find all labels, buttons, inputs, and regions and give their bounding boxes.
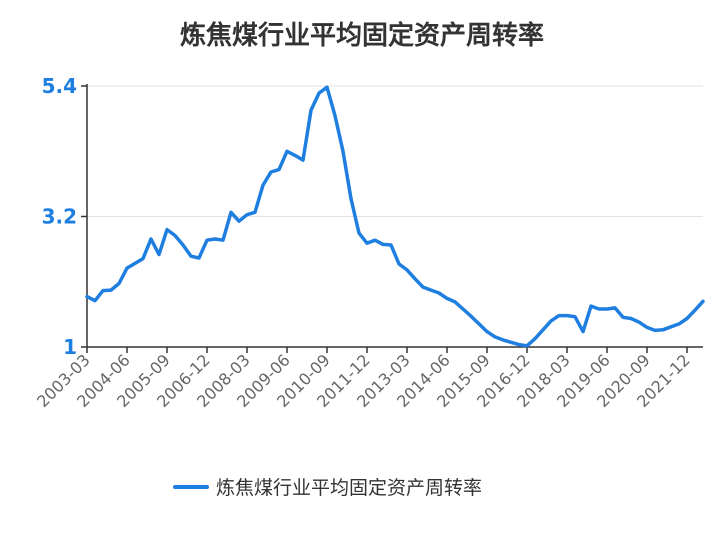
data-point[interactable] — [348, 196, 354, 202]
data-point[interactable] — [276, 167, 282, 173]
y-tick-label: 1 — [63, 335, 77, 359]
data-point[interactable] — [596, 306, 602, 312]
data-point[interactable] — [380, 241, 386, 247]
data-point[interactable] — [436, 290, 442, 296]
data-point[interactable] — [524, 343, 530, 349]
data-point[interactable] — [356, 230, 362, 236]
data-point[interactable] — [628, 316, 634, 322]
data-point[interactable] — [156, 251, 162, 257]
data-point[interactable] — [332, 113, 338, 119]
series-group — [84, 84, 706, 349]
data-point[interactable] — [508, 339, 514, 345]
y-tick-label: 5.4 — [42, 74, 77, 98]
data-point[interactable] — [84, 294, 90, 300]
data-point[interactable] — [428, 287, 434, 293]
data-point[interactable] — [388, 242, 394, 248]
data-point[interactable] — [308, 107, 314, 113]
data-point[interactable] — [228, 209, 234, 215]
data-point[interactable] — [564, 313, 570, 319]
data-point[interactable] — [580, 329, 586, 335]
series-line[interactable] — [85, 85, 705, 348]
data-point[interactable] — [404, 267, 410, 273]
data-point[interactable] — [612, 305, 618, 311]
data-point[interactable] — [172, 232, 178, 238]
data-point[interactable] — [212, 236, 218, 242]
data-point[interactable] — [684, 316, 690, 322]
data-point[interactable] — [300, 157, 306, 163]
data-point[interactable] — [516, 342, 522, 348]
data-point[interactable] — [500, 337, 506, 343]
data-point[interactable] — [484, 329, 490, 335]
data-point[interactable] — [340, 148, 346, 154]
data-point[interactable] — [180, 242, 186, 248]
data-point[interactable] — [100, 288, 106, 294]
data-point[interactable] — [668, 324, 674, 330]
axes — [86, 84, 703, 348]
data-point[interactable] — [420, 284, 426, 290]
data-point[interactable] — [412, 276, 418, 282]
data-point[interactable] — [548, 318, 554, 324]
data-point[interactable] — [372, 237, 378, 243]
data-point[interactable] — [604, 306, 610, 312]
data-point[interactable] — [532, 336, 538, 342]
data-point[interactable] — [452, 299, 458, 305]
data-point[interactable] — [652, 327, 658, 333]
data-point[interactable] — [204, 237, 210, 243]
data-point[interactable] — [260, 182, 266, 188]
data-point[interactable] — [572, 314, 578, 320]
data-point[interactable] — [188, 253, 194, 259]
data-point[interactable] — [132, 260, 138, 266]
data-point[interactable] — [220, 237, 226, 243]
data-point[interactable] — [140, 256, 146, 262]
data-point[interactable] — [252, 209, 258, 215]
data-point[interactable] — [148, 236, 154, 242]
data-point[interactable] — [324, 84, 330, 90]
data-point[interactable] — [364, 240, 370, 246]
chart-title: 炼焦煤行业平均固定资产周转率 — [180, 20, 544, 51]
data-point[interactable] — [244, 212, 250, 218]
data-point[interactable] — [108, 287, 114, 293]
data-point[interactable] — [660, 327, 666, 333]
grid-lines — [87, 85, 703, 217]
data-point[interactable] — [700, 298, 706, 304]
data-point[interactable] — [540, 327, 546, 333]
data-point[interactable] — [236, 218, 242, 224]
data-point[interactable] — [316, 90, 322, 96]
legend[interactable]: 炼焦煤行业平均固定资产周转率 — [173, 477, 482, 499]
legend-label: 炼焦煤行业平均固定资产周转率 — [216, 477, 482, 499]
data-point[interactable] — [164, 227, 170, 233]
data-point[interactable] — [396, 261, 402, 267]
data-point[interactable] — [268, 169, 274, 175]
data-point[interactable] — [124, 265, 130, 271]
data-point[interactable] — [620, 314, 626, 320]
data-point[interactable] — [588, 303, 594, 309]
data-point[interactable] — [692, 307, 698, 313]
y-axis-ticks: 1 3.2 5.4 — [42, 74, 87, 359]
data-point[interactable] — [636, 319, 642, 325]
data-point[interactable] — [556, 313, 562, 319]
data-point[interactable] — [644, 324, 650, 330]
data-point[interactable] — [284, 148, 290, 154]
data-point[interactable] — [116, 281, 122, 287]
data-point[interactable] — [196, 255, 202, 261]
data-point[interactable] — [460, 306, 466, 312]
data-point[interactable] — [444, 295, 450, 301]
data-point[interactable] — [292, 152, 298, 158]
x-axis-ticks: 2003-032004-062005-092006-122008-032009-… — [33, 347, 694, 411]
data-point[interactable] — [492, 334, 498, 340]
data-point[interactable] — [468, 313, 474, 319]
y-tick-label: 3.2 — [42, 205, 77, 229]
data-point[interactable] — [92, 298, 98, 304]
data-point[interactable] — [476, 321, 482, 327]
data-point[interactable] — [676, 321, 682, 327]
